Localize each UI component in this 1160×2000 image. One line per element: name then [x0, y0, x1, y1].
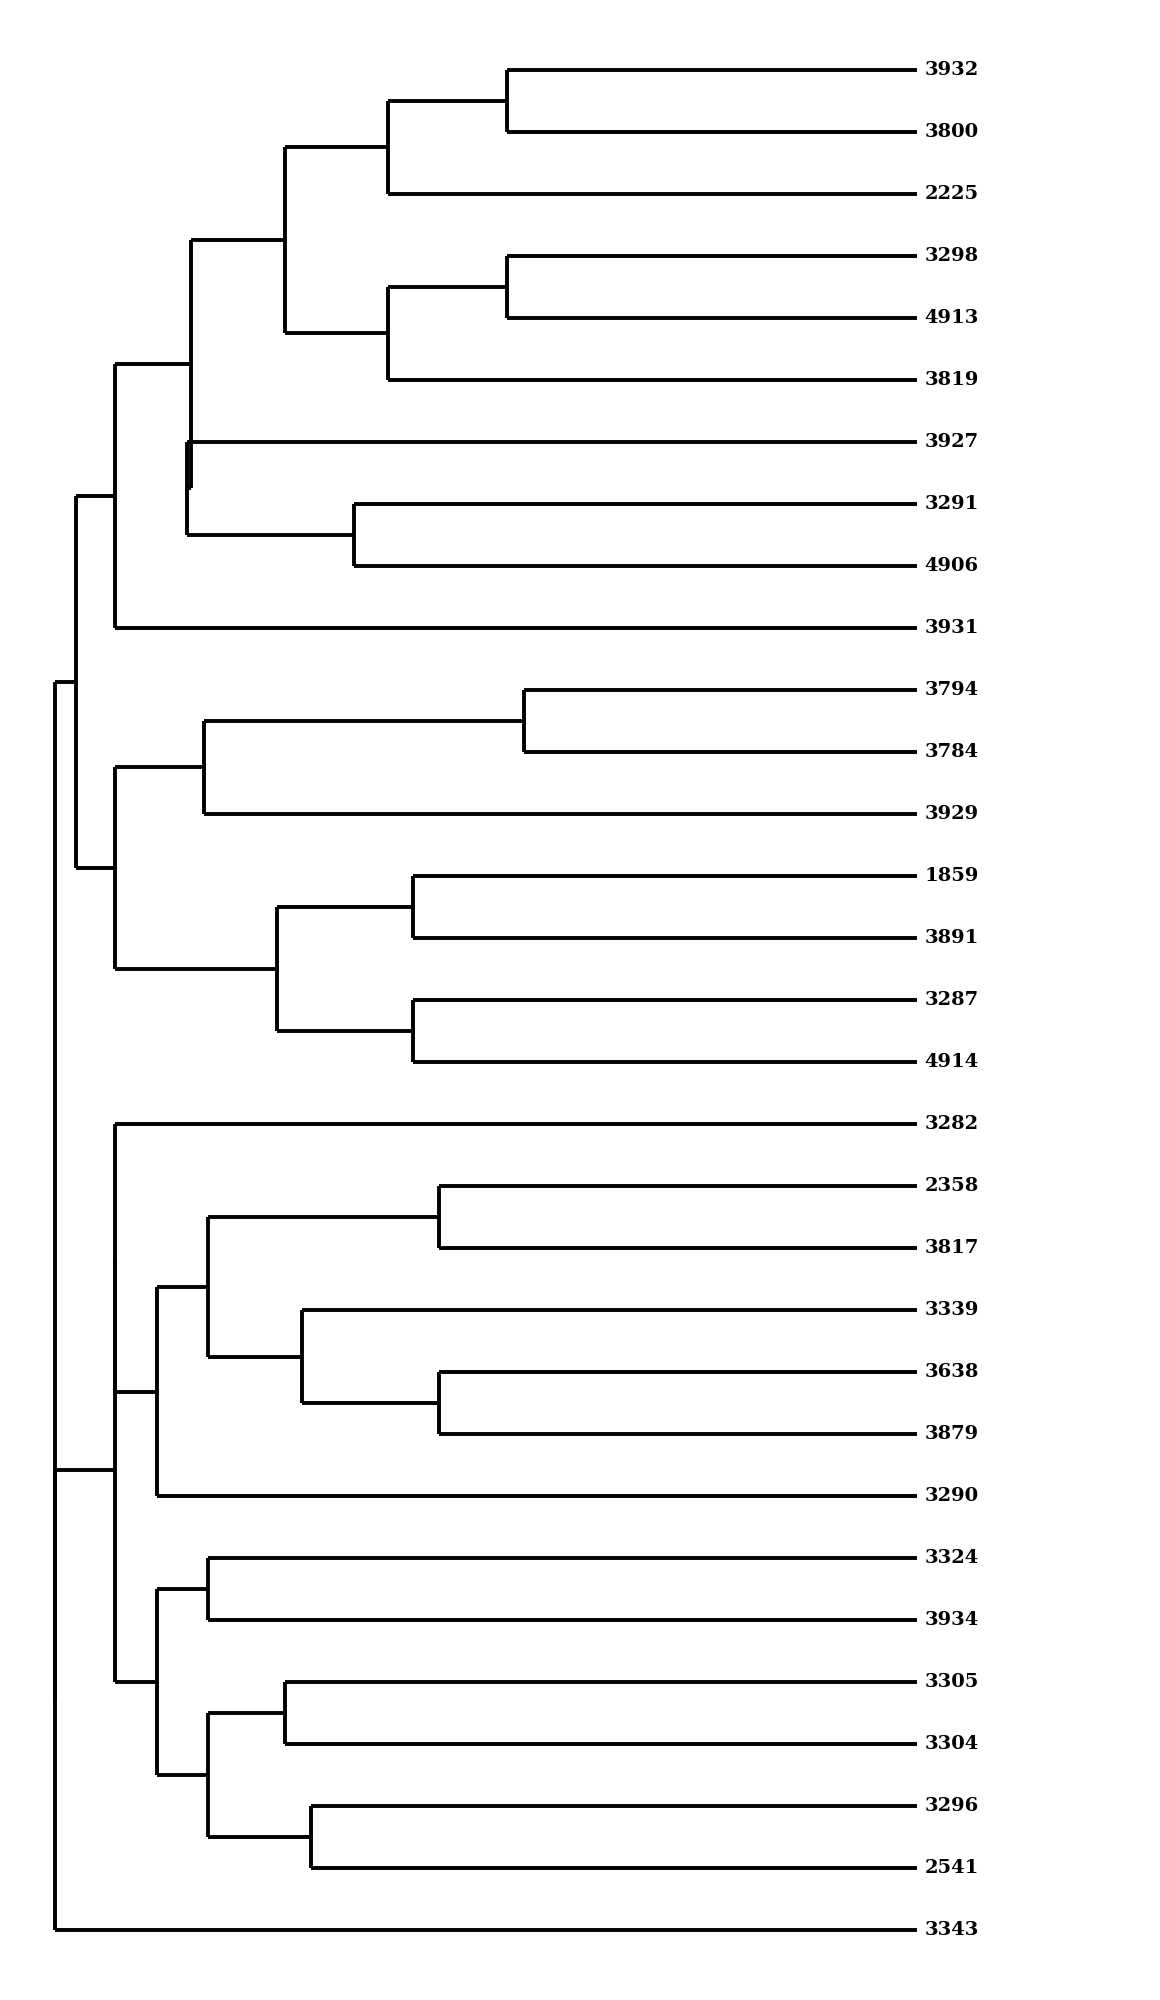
Text: 3819: 3819	[925, 370, 979, 388]
Text: 3291: 3291	[925, 494, 979, 512]
Text: 3282: 3282	[925, 1116, 978, 1134]
Text: 2541: 2541	[925, 1860, 979, 1878]
Text: 3343: 3343	[925, 1922, 979, 1940]
Text: 3817: 3817	[925, 1240, 979, 1258]
Text: 3931: 3931	[925, 618, 979, 636]
Text: 3932: 3932	[925, 60, 978, 78]
Text: 4906: 4906	[925, 556, 978, 574]
Text: 3934: 3934	[925, 1612, 978, 1630]
Text: 1859: 1859	[925, 866, 979, 884]
Text: 3879: 3879	[925, 1426, 978, 1444]
Text: 3287: 3287	[925, 992, 978, 1010]
Text: 3339: 3339	[925, 1302, 979, 1320]
Text: 3891: 3891	[925, 928, 979, 946]
Text: 2358: 2358	[925, 1178, 978, 1196]
Text: 3784: 3784	[925, 742, 978, 760]
Text: 3927: 3927	[925, 432, 978, 450]
Text: 3298: 3298	[925, 246, 978, 264]
Text: 3296: 3296	[925, 1798, 978, 1816]
Text: 3800: 3800	[925, 122, 978, 140]
Text: 3290: 3290	[925, 1488, 978, 1506]
Text: 3794: 3794	[925, 680, 978, 698]
Text: 3638: 3638	[925, 1364, 979, 1382]
Text: 3929: 3929	[925, 804, 978, 822]
Text: 2225: 2225	[925, 184, 978, 202]
Text: 4914: 4914	[925, 1054, 978, 1072]
Text: 3324: 3324	[925, 1550, 978, 1568]
Text: 3304: 3304	[925, 1736, 978, 1754]
Text: 3305: 3305	[925, 1674, 979, 1692]
Text: 4913: 4913	[925, 308, 979, 326]
